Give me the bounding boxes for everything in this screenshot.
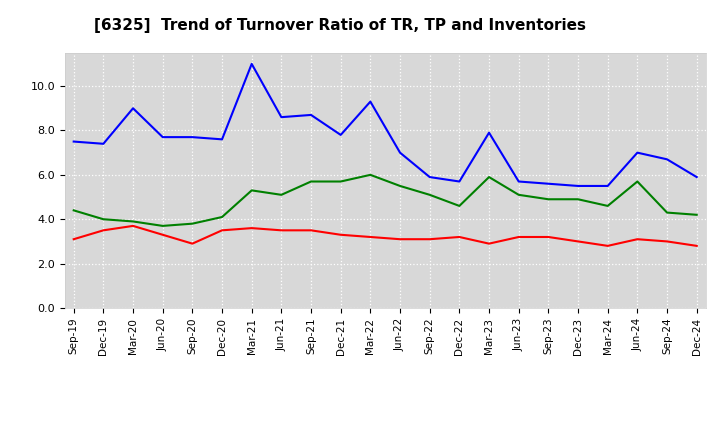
Inventories bbox=[633, 179, 642, 184]
Trade Receivables bbox=[158, 232, 167, 238]
Trade Payables bbox=[693, 174, 701, 180]
Trade Payables bbox=[248, 61, 256, 66]
Trade Receivables bbox=[307, 227, 315, 233]
Trade Payables bbox=[366, 99, 374, 104]
Inventories bbox=[366, 172, 374, 177]
Inventories bbox=[603, 203, 612, 209]
Trade Receivables bbox=[514, 235, 523, 240]
Trade Payables bbox=[485, 130, 493, 136]
Inventories bbox=[396, 183, 405, 189]
Line: Trade Payables: Trade Payables bbox=[73, 64, 697, 186]
Inventories bbox=[188, 221, 197, 226]
Trade Receivables bbox=[603, 243, 612, 249]
Trade Payables bbox=[396, 150, 405, 155]
Trade Payables bbox=[99, 141, 108, 147]
Trade Payables bbox=[277, 114, 286, 120]
Line: Trade Receivables: Trade Receivables bbox=[73, 226, 697, 246]
Inventories bbox=[307, 179, 315, 184]
Trade Receivables bbox=[366, 235, 374, 240]
Trade Receivables bbox=[574, 239, 582, 244]
Trade Payables bbox=[69, 139, 78, 144]
Inventories bbox=[99, 216, 108, 222]
Trade Receivables bbox=[129, 223, 138, 228]
Trade Payables bbox=[217, 137, 226, 142]
Inventories bbox=[217, 214, 226, 220]
Trade Receivables bbox=[693, 243, 701, 249]
Inventories bbox=[514, 192, 523, 198]
Trade Receivables bbox=[455, 235, 464, 240]
Trade Payables bbox=[633, 150, 642, 155]
Trade Receivables bbox=[633, 237, 642, 242]
Trade Receivables bbox=[485, 241, 493, 246]
Trade Receivables bbox=[188, 241, 197, 246]
Inventories bbox=[485, 174, 493, 180]
Inventories bbox=[336, 179, 345, 184]
Trade Payables bbox=[129, 106, 138, 111]
Line: Inventories: Inventories bbox=[73, 175, 697, 226]
Inventories bbox=[277, 192, 286, 198]
Trade Receivables bbox=[248, 225, 256, 231]
Trade Payables bbox=[544, 181, 553, 187]
Trade Payables bbox=[455, 179, 464, 184]
Trade Receivables bbox=[277, 227, 286, 233]
Trade Receivables bbox=[336, 232, 345, 238]
Trade Receivables bbox=[662, 239, 671, 244]
Inventories bbox=[574, 197, 582, 202]
Trade Payables bbox=[574, 183, 582, 189]
Trade Payables bbox=[188, 135, 197, 140]
Trade Receivables bbox=[99, 227, 108, 233]
Trade Payables bbox=[426, 174, 434, 180]
Trade Receivables bbox=[217, 227, 226, 233]
Inventories bbox=[158, 223, 167, 228]
Inventories bbox=[129, 219, 138, 224]
Inventories bbox=[662, 210, 671, 215]
Inventories bbox=[426, 192, 434, 198]
Trade Payables bbox=[158, 135, 167, 140]
Trade Payables bbox=[514, 179, 523, 184]
Inventories bbox=[455, 203, 464, 209]
Trade Payables bbox=[662, 157, 671, 162]
Trade Receivables bbox=[69, 237, 78, 242]
Text: [6325]  Trend of Turnover Ratio of TR, TP and Inventories: [6325] Trend of Turnover Ratio of TR, TP… bbox=[94, 18, 585, 33]
Trade Payables bbox=[336, 132, 345, 138]
Trade Receivables bbox=[426, 237, 434, 242]
Trade Payables bbox=[307, 112, 315, 117]
Inventories bbox=[69, 208, 78, 213]
Trade Receivables bbox=[396, 237, 405, 242]
Inventories bbox=[544, 197, 553, 202]
Trade Receivables bbox=[544, 235, 553, 240]
Trade Payables bbox=[603, 183, 612, 189]
Inventories bbox=[248, 188, 256, 193]
Inventories bbox=[693, 212, 701, 217]
